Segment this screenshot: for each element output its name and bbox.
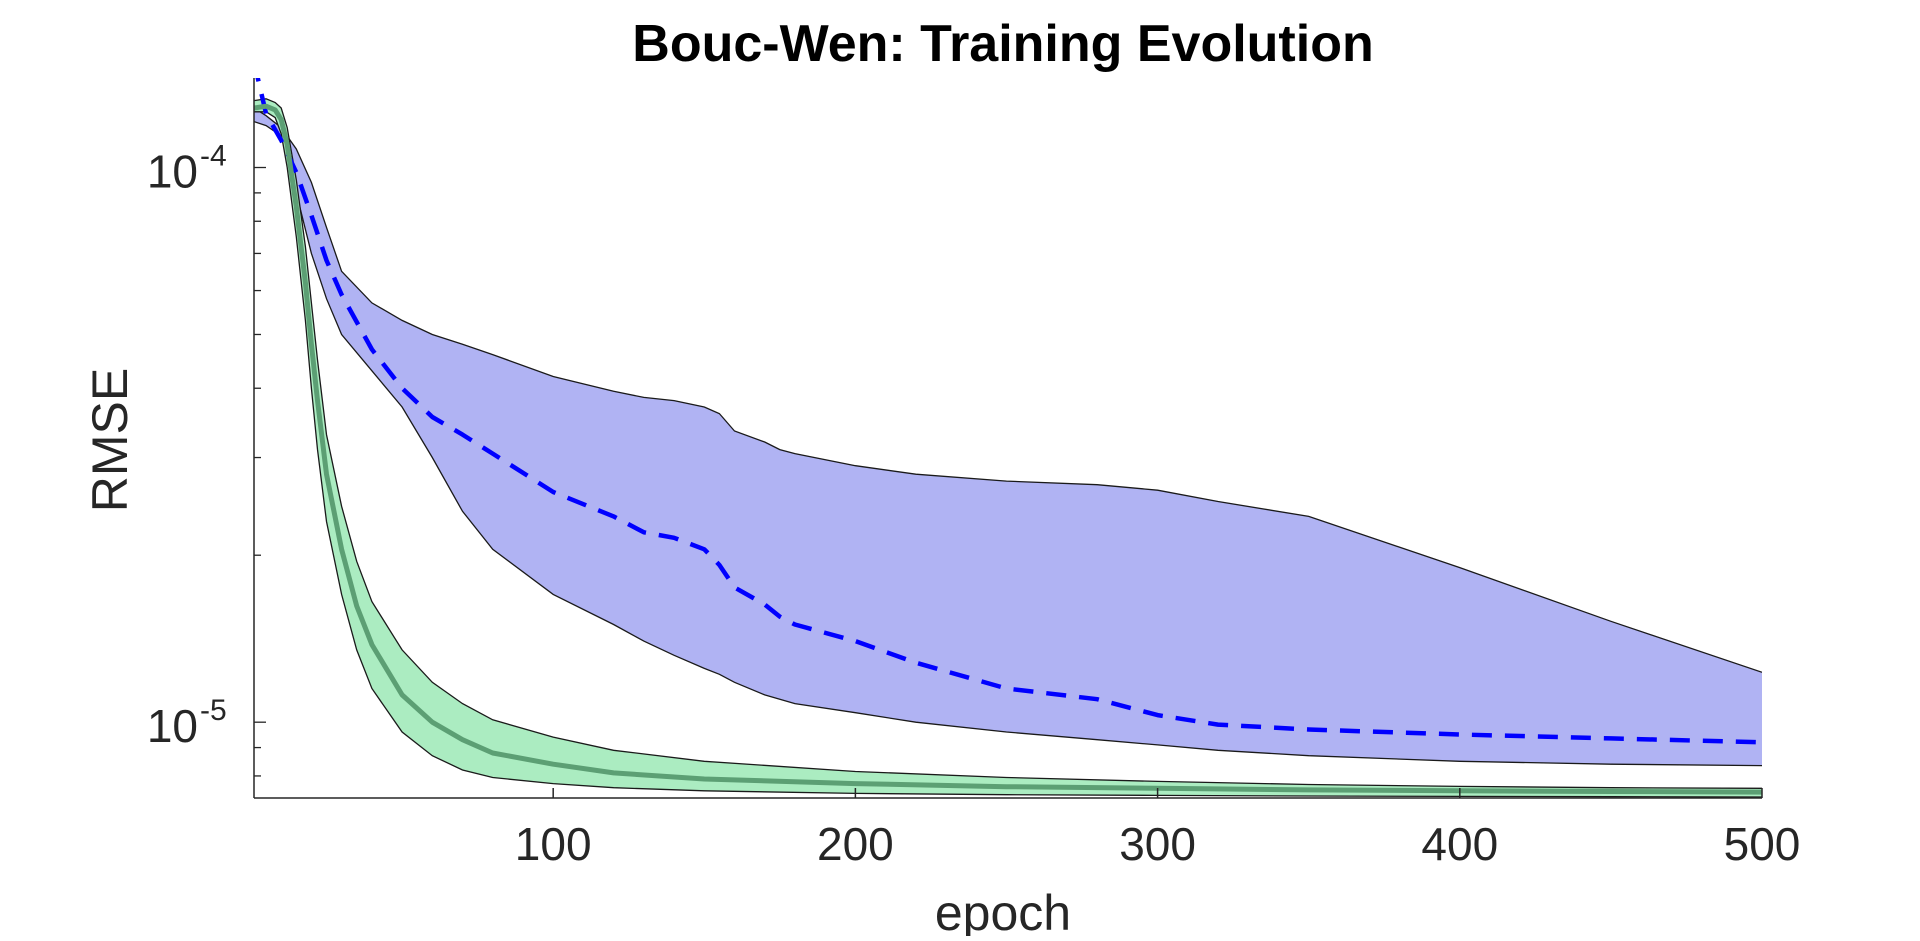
y-tick-exponent: -4 [200, 140, 227, 173]
x-tick-label: 200 [817, 818, 894, 870]
x-tick-label: 400 [1421, 818, 1498, 870]
x-tick-label: 100 [515, 818, 592, 870]
y-axis-label: RMSE [82, 368, 138, 512]
band-lower-edge-green [254, 111, 1762, 798]
chart-title: Bouc-Wen: Training Evolution [632, 15, 1373, 73]
x-axis-label: epoch [935, 885, 1071, 936]
x-tick-label: 300 [1119, 818, 1196, 870]
band-area-green [254, 98, 1762, 798]
mean-line-blue [255, 78, 1762, 745]
y-tick-label: 10 -4 [147, 140, 227, 198]
band-lower-edge-blue [254, 120, 1762, 767]
mean-lines [254, 78, 1762, 795]
y-tick-label: 10 -5 [147, 694, 227, 752]
x-tick-label: 500 [1724, 818, 1801, 870]
band-upper-edge-green [254, 98, 1762, 789]
y-tick-base: 10 [147, 146, 198, 198]
band-upper-edge-blue [254, 107, 1762, 673]
y-tick-exponent: -5 [200, 694, 227, 727]
confidence-bands [254, 98, 1762, 798]
mean-line-green [254, 103, 1762, 795]
band-area-blue [254, 108, 1762, 766]
y-tick-base: 10 [147, 700, 198, 752]
